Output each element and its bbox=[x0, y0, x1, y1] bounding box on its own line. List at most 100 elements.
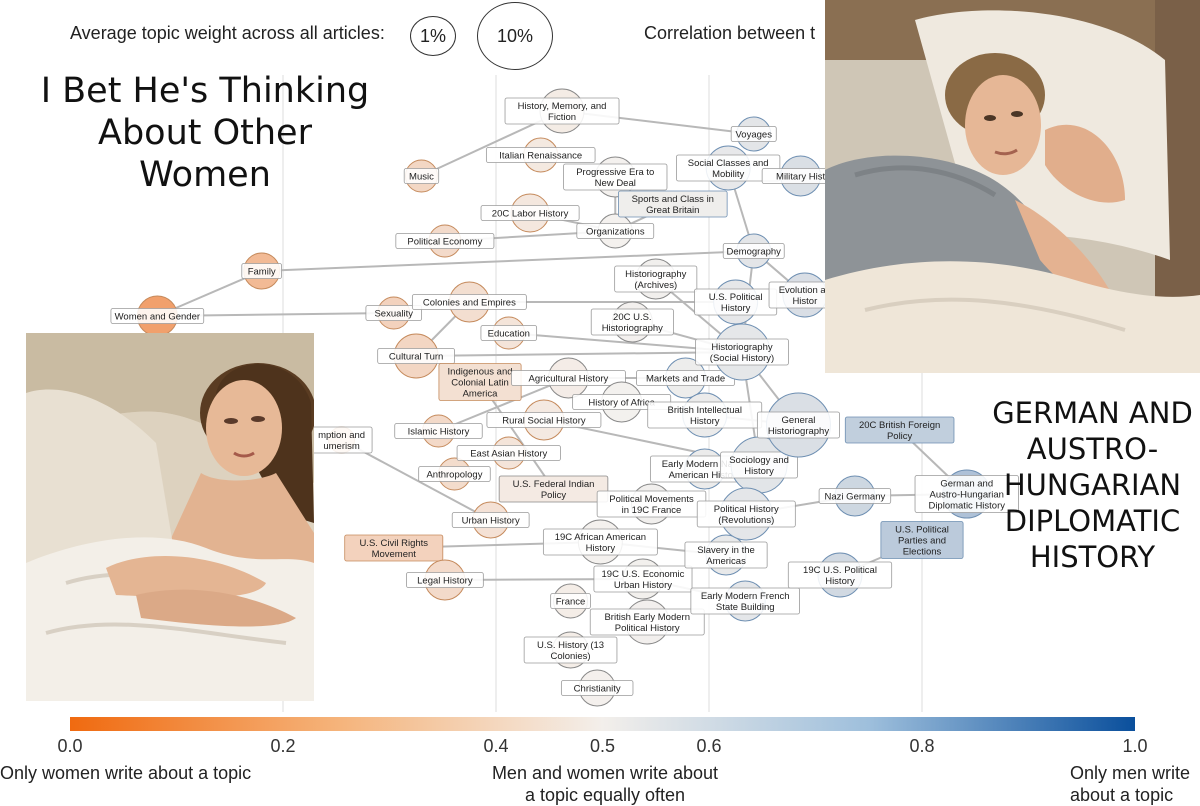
topic-node-italian-ren[interactable]: Italian Renaissance bbox=[485, 137, 596, 173]
topic-node-us-indian-policy[interactable]: U.S. Federal Indian Policy bbox=[498, 475, 609, 503]
topic-label: Cultural Turn bbox=[389, 351, 443, 362]
topic-node-organizations[interactable]: Organizations bbox=[576, 213, 655, 249]
topic-node-general-historiography[interactable]: General Historiography bbox=[756, 392, 840, 458]
topic-label-box bbox=[418, 466, 491, 482]
topic-node-sociology-history[interactable]: Sociology and History bbox=[720, 436, 798, 494]
topic-label: Family bbox=[248, 266, 276, 277]
topic-label-box bbox=[542, 528, 658, 556]
topic-node-demography[interactable]: Demography bbox=[722, 233, 785, 269]
topic-node-music[interactable]: Music bbox=[403, 159, 440, 193]
topic-node-sexuality[interactable]: Sexuality bbox=[365, 296, 423, 330]
size-legend-title: Average topic weight across all articles… bbox=[70, 23, 385, 43]
topic-node-social-classes[interactable]: Social Classes and Mobility bbox=[676, 145, 781, 191]
topic-label: Music bbox=[409, 171, 434, 182]
topic-node-sports-class[interactable]: Sports and Class in Great Britain bbox=[618, 190, 728, 218]
topic-label-box bbox=[523, 636, 618, 664]
topic-node-german-austro[interactable]: German and Austro-Hungarian Diplomatic His… bbox=[914, 469, 1019, 519]
topic-node-cultural-turn[interactable]: Cultural Turn bbox=[377, 333, 455, 379]
topic-label: Political History (Revolutions) bbox=[714, 504, 779, 526]
topic-label-box bbox=[411, 294, 527, 310]
topic-label-box bbox=[720, 451, 798, 479]
topic-node-econ-urban-19c[interactable]: 19C U.S. Economic Urban History bbox=[593, 558, 693, 600]
topic-node-early-modern-french[interactable]: Early Modern French State Building bbox=[690, 580, 800, 622]
topic-node-historiography-archives[interactable]: Historiography (Archives) bbox=[614, 258, 698, 300]
topic-node-british-intellectual[interactable]: British Intellectual History bbox=[647, 392, 763, 438]
topic-label-box bbox=[614, 265, 698, 293]
topic-label-box bbox=[730, 126, 777, 142]
x-tick-1-0: 1.0 bbox=[1122, 736, 1148, 756]
topic-label-box bbox=[395, 233, 495, 249]
topic-label-box bbox=[485, 147, 596, 163]
topic-label: Voyages bbox=[736, 129, 773, 140]
topic-label: Women and Gender bbox=[115, 311, 200, 322]
topic-node-ag-history[interactable]: Agricultural History bbox=[511, 357, 626, 399]
topic-node-islamic-history[interactable]: Islamic History bbox=[394, 414, 483, 448]
topic-node-nazi-germany[interactable]: Nazi Germany bbox=[818, 475, 892, 517]
topic-node-us-parties[interactable]: U.S. Political Parties and Elections bbox=[880, 521, 964, 559]
x-tick-0-8: 0.8 bbox=[909, 736, 935, 756]
topic-label-box bbox=[110, 308, 205, 324]
topic-label-box bbox=[344, 534, 444, 562]
edge-family-demography bbox=[261, 250, 754, 272]
topic-node-political-movements[interactable]: Political Movements in 19C France bbox=[596, 483, 707, 525]
topic-node-christianity[interactable]: Christianity bbox=[560, 669, 634, 707]
topic-node-voyages[interactable]: Voyages bbox=[730, 116, 777, 152]
topic-node-education[interactable]: Education bbox=[480, 316, 538, 350]
topic-label: Education bbox=[488, 328, 530, 339]
topic-label-box bbox=[589, 608, 705, 636]
topic-node-political-19c-us[interactable]: 19C U.S. Political History bbox=[787, 552, 893, 598]
topic-node-us-political-history[interactable]: U.S. Political History bbox=[694, 279, 778, 325]
topic-node-british-early-modern[interactable]: British Early Modern Political History bbox=[589, 599, 705, 645]
topic-node-us-13[interactable]: U.S. History (13 Colonies) bbox=[523, 631, 618, 669]
topic-node-colonies[interactable]: Colonies and Empires bbox=[411, 281, 527, 323]
topic-label: 19C U.S. Political History bbox=[803, 565, 877, 587]
topic-label-box bbox=[576, 223, 655, 239]
topic-node-anthropology[interactable]: Anthropology bbox=[418, 457, 491, 491]
topic-label: Early Modern French State Building bbox=[701, 591, 790, 613]
topic-node-markets-trade[interactable]: Markets and Trade bbox=[636, 357, 736, 399]
topic-node-political-economy[interactable]: Political Economy bbox=[395, 224, 495, 258]
topic-label: Organizations bbox=[586, 226, 645, 237]
meme-right-caption: GERMAN AND AUSTRO-HUNGARIAN DIPLOMATIC H… bbox=[992, 396, 1193, 574]
gender-colorbar bbox=[70, 717, 1135, 731]
topic-label: Military Hist bbox=[776, 171, 825, 182]
topic-node-legal-history[interactable]: Legal History bbox=[406, 559, 484, 601]
topic-node-rural-social[interactable]: Rural Social History bbox=[486, 399, 602, 441]
topic-node-indigenous-latam[interactable]: Indigenous and Colonial Latin America bbox=[438, 363, 522, 401]
topic-label: Colonies and Empires bbox=[423, 297, 516, 308]
topic-node-family[interactable]: Family bbox=[241, 252, 283, 290]
topic-node-evolution[interactable]: Evolution an Histor bbox=[768, 272, 842, 318]
topic-label: U.S. Political History bbox=[709, 292, 763, 314]
topic-label-box bbox=[486, 412, 602, 428]
topic-label: mption and umerism bbox=[318, 430, 365, 452]
topic-node-france[interactable]: France bbox=[550, 583, 591, 619]
axis-right-description: Only men write about a topic bbox=[1070, 763, 1191, 805]
topic-node-historiography-20c-us[interactable]: 20C U.S. Historiography bbox=[590, 301, 674, 343]
topic-label: Political Movements in 19C France bbox=[609, 494, 694, 516]
topic-node-progressive-era[interactable]: Progressive Era to New Deal bbox=[563, 156, 668, 198]
topic-label: U.S. Political Parties and Elections bbox=[895, 524, 949, 557]
x-tick-0-6: 0.6 bbox=[696, 736, 722, 756]
topic-node-history-africa[interactable]: History of Africa bbox=[572, 381, 672, 423]
topic-label: Islamic History bbox=[408, 426, 470, 437]
topic-node-historiography-social[interactable]: Historiography (Social History) bbox=[695, 323, 789, 381]
topic-node-slavery-americas[interactable]: Slavery in the Americas bbox=[684, 534, 768, 576]
topic-node-labor-20c[interactable]: 20C Labor History bbox=[480, 193, 580, 233]
topic-node-political-revolutions[interactable]: Political History (Revolutions) bbox=[696, 487, 796, 541]
topic-node-east-asian[interactable]: East Asian History bbox=[456, 436, 561, 470]
topic-label: Sociology and History bbox=[729, 455, 789, 477]
topic-node-history-memory[interactable]: History, Memory, and Fiction bbox=[504, 88, 620, 134]
topic-label: Political Economy bbox=[407, 236, 482, 247]
topic-label-box bbox=[511, 370, 626, 386]
topic-node-civil-19c-african[interactable]: 19C African American History bbox=[542, 519, 658, 565]
topic-label: Legal History bbox=[417, 575, 473, 586]
topic-node-urban-history[interactable]: Urban History bbox=[451, 501, 530, 539]
topic-node-women-gender[interactable]: Women and Gender bbox=[110, 295, 205, 337]
topic-label: General Historiography bbox=[768, 415, 829, 437]
topic-node-military-history[interactable]: Military Hist bbox=[761, 155, 840, 197]
topic-node-consumption[interactable]: mption and umerism bbox=[310, 426, 373, 454]
topic-node-civil-rights[interactable]: U.S. Civil Rights Movement bbox=[344, 534, 444, 562]
topic-label: Progressive Era to New Deal bbox=[576, 167, 654, 189]
meme-top-caption: I Bet He's Thinking About Other Women bbox=[40, 71, 370, 195]
topic-node-british-foreign-20c[interactable]: 20C British Foreign Policy bbox=[844, 416, 955, 444]
